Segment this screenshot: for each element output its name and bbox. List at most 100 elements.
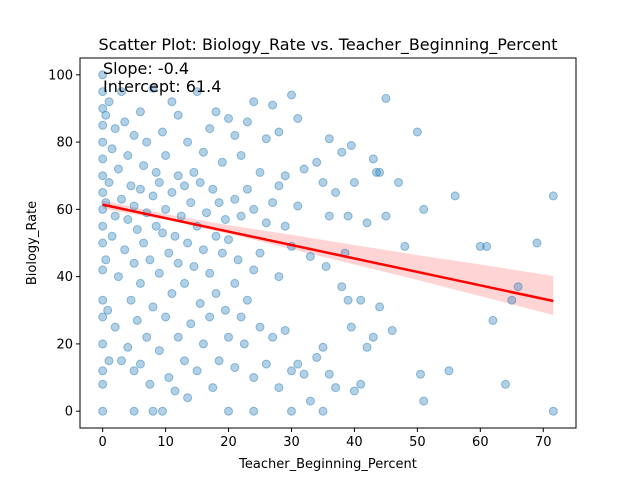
data-point xyxy=(321,262,331,271)
data-point xyxy=(154,178,164,187)
data-point xyxy=(151,167,161,177)
data-point xyxy=(343,295,353,305)
data-point xyxy=(444,366,454,376)
data-point xyxy=(305,252,315,261)
data-point xyxy=(167,97,177,107)
data-point xyxy=(101,255,111,265)
data-point xyxy=(180,278,189,288)
data-point xyxy=(488,315,498,325)
data-point xyxy=(198,339,208,349)
data-point xyxy=(104,178,114,187)
data-point xyxy=(186,198,196,208)
y-ticks: 0 20 40 60 80 100 xyxy=(48,68,80,420)
data-point xyxy=(145,255,155,265)
data-point xyxy=(208,184,218,194)
y-tick-label: 60 xyxy=(56,203,73,218)
data-point xyxy=(104,356,114,366)
data-point xyxy=(268,100,278,110)
data-point xyxy=(255,248,265,258)
data-point xyxy=(224,235,233,245)
data-point xyxy=(224,332,233,342)
data-point xyxy=(110,124,120,134)
data-point xyxy=(129,366,139,376)
data-point xyxy=(126,295,136,305)
data-point xyxy=(280,326,290,335)
data-point xyxy=(183,238,193,248)
x-tick-label: 30 xyxy=(283,435,300,450)
data-point xyxy=(249,373,259,382)
data-point xyxy=(98,238,108,248)
data-point xyxy=(419,204,429,214)
data-point xyxy=(98,406,108,416)
data-point xyxy=(148,191,158,201)
data-point xyxy=(113,164,123,174)
data-point xyxy=(139,161,149,171)
data-point xyxy=(176,211,186,221)
data-point xyxy=(548,191,558,201)
data-point xyxy=(224,406,233,416)
data-point xyxy=(419,396,429,406)
data-point xyxy=(205,312,215,322)
data-point xyxy=(249,204,259,214)
data-point xyxy=(362,218,372,228)
data-point xyxy=(293,359,303,369)
data-point xyxy=(98,104,108,113)
x-ticks: 0 10 20 30 40 50 60 70 xyxy=(99,428,552,450)
data-point xyxy=(164,373,174,382)
data-point xyxy=(220,305,230,315)
data-point xyxy=(372,167,381,177)
data-point xyxy=(129,258,139,268)
data-point xyxy=(198,245,208,255)
data-point xyxy=(412,127,422,137)
data-point xyxy=(101,110,111,120)
data-point xyxy=(211,107,221,117)
data-point xyxy=(104,97,114,107)
data-point xyxy=(375,302,385,312)
data-point xyxy=(255,322,265,332)
data-point xyxy=(98,137,108,147)
data-point xyxy=(318,406,328,416)
data-point xyxy=(120,245,130,255)
data-point xyxy=(337,282,347,292)
data-point xyxy=(98,154,108,164)
data-point xyxy=(287,406,296,416)
data-point xyxy=(139,238,149,248)
data-point xyxy=(167,289,177,298)
data-point xyxy=(107,231,117,241)
data-point xyxy=(249,97,259,107)
x-tick-label: 50 xyxy=(409,435,426,450)
data-point xyxy=(98,221,108,231)
data-point xyxy=(132,225,142,234)
data-point xyxy=(249,406,259,416)
data-point xyxy=(158,127,167,137)
data-point xyxy=(107,144,117,154)
data-point xyxy=(274,272,284,282)
data-point xyxy=(236,151,246,160)
chart-title: Scatter Plot: Biology_Rate vs. Teacher_B… xyxy=(99,35,558,55)
data-point xyxy=(217,157,227,167)
y-tick-label: 80 xyxy=(56,136,73,151)
data-point xyxy=(274,181,284,191)
data-point xyxy=(236,312,246,322)
points-layer xyxy=(98,70,558,416)
data-point xyxy=(148,302,158,312)
plot-frame xyxy=(79,57,577,429)
data-point xyxy=(123,342,133,352)
slope-annotation: Slope: -0.4 xyxy=(103,59,189,78)
data-point xyxy=(170,386,180,396)
data-point xyxy=(135,107,145,117)
data-point xyxy=(214,198,224,208)
data-point xyxy=(293,114,303,123)
data-point xyxy=(324,211,334,221)
y-tick-label: 0 xyxy=(65,405,73,420)
data-point xyxy=(154,268,164,278)
data-point xyxy=(173,110,183,120)
data-point xyxy=(195,178,205,187)
data-point xyxy=(142,332,152,342)
x-tick-label: 0 xyxy=(99,435,107,450)
y-tick-label: 20 xyxy=(56,337,73,352)
data-point xyxy=(368,154,378,164)
data-point xyxy=(280,221,290,231)
data-point xyxy=(242,184,252,194)
